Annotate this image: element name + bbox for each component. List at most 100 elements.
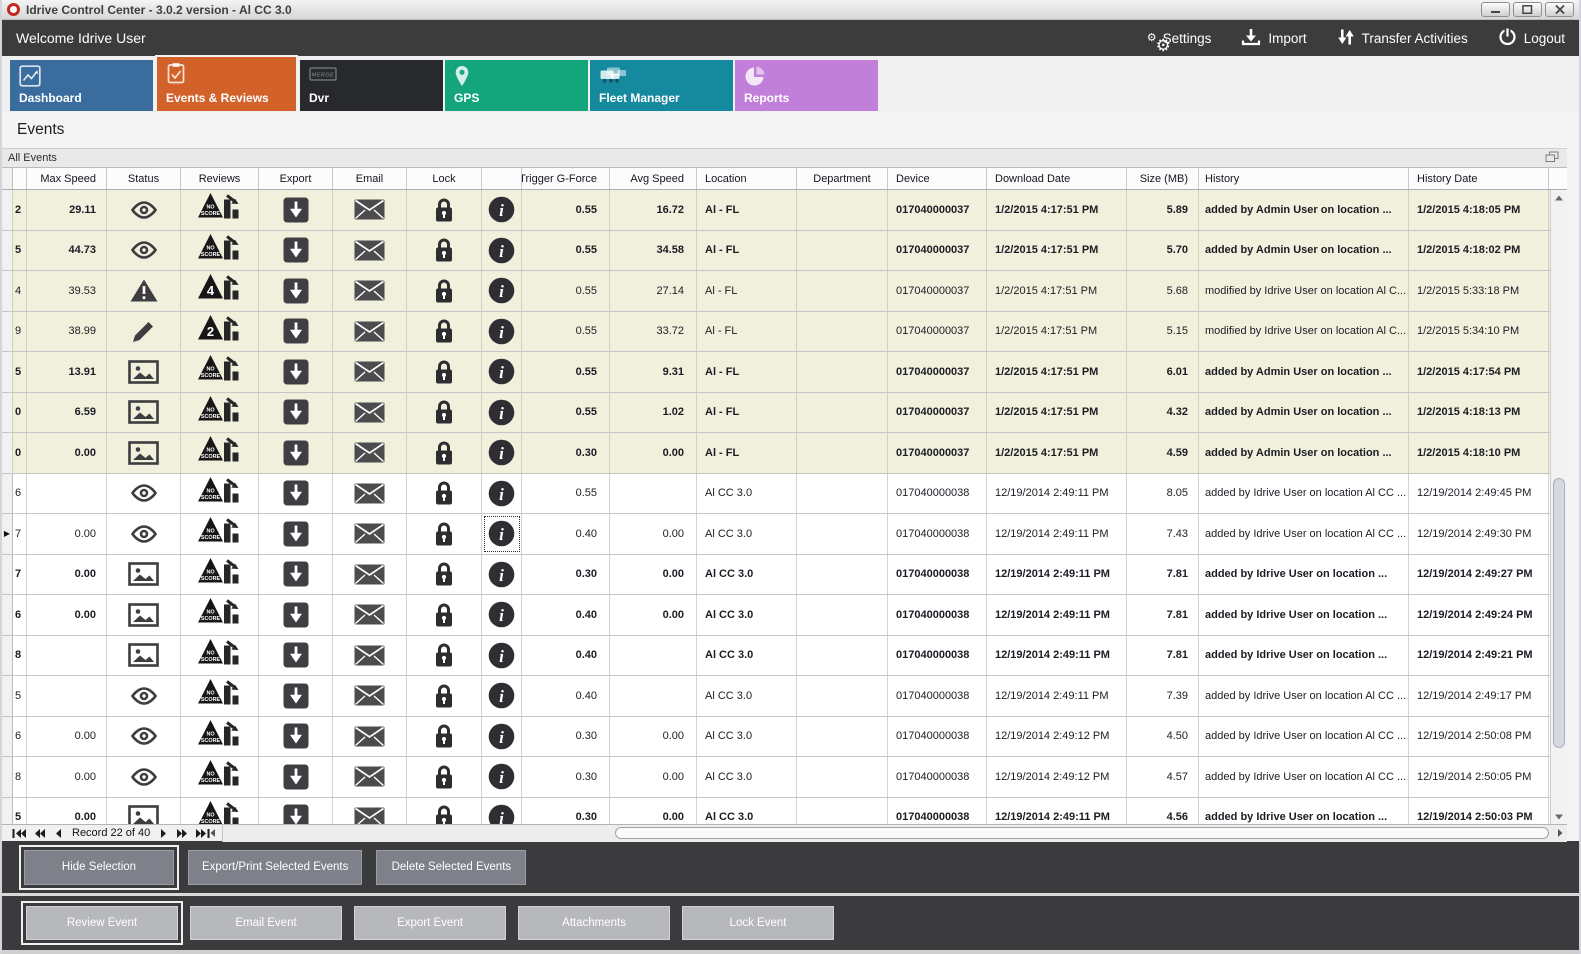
column-header-avg-speed[interactable]: Avg Speed (610, 168, 697, 189)
review-score-icon[interactable]: NO SCORE (181, 676, 259, 716)
export-event-icon[interactable] (259, 392, 333, 432)
info-icon[interactable]: i (482, 311, 522, 351)
email-event-icon[interactable] (333, 190, 407, 230)
prev-record-button[interactable] (50, 825, 66, 841)
tab-reports[interactable]: Reports (735, 60, 878, 111)
export-event-icon[interactable] (259, 271, 333, 311)
lock-event-icon[interactable] (407, 230, 482, 270)
info-icon[interactable]: i (482, 271, 522, 311)
review-score-icon[interactable]: NO SCORE (181, 797, 259, 824)
vertical-scroll-thumb[interactable] (1553, 478, 1565, 748)
export-event-icon[interactable] (259, 716, 333, 756)
column-header-location[interactable]: Location (697, 168, 797, 189)
export-event-icon[interactable] (259, 190, 333, 230)
review-score-icon[interactable]: NO SCORE (181, 473, 259, 513)
lock-event-icon[interactable] (407, 716, 482, 756)
email-event-icon[interactable] (333, 797, 407, 824)
review-score-icon[interactable]: NO SCORE (181, 190, 259, 230)
email-event-icon[interactable] (333, 757, 407, 797)
lock-event-icon[interactable] (407, 392, 482, 432)
email-event-icon[interactable] (333, 676, 407, 716)
table-row[interactable]: 0 6.59 NO SCORE i 0.55 1.02 Al - FL 017040000037… (2, 392, 1567, 433)
table-row[interactable]: 9 38.99 2 i 0.55 33.72 Al - FL 017040000037 1/2/… (2, 311, 1567, 352)
close-button[interactable] (1545, 2, 1574, 17)
vertical-scrollbar[interactable] (1550, 190, 1567, 824)
info-icon[interactable]: i (482, 190, 522, 230)
lock-event-icon[interactable] (407, 311, 482, 351)
info-icon[interactable]: i (482, 635, 522, 675)
image-status-icon[interactable] (107, 595, 181, 635)
horizontal-scroll-thumb[interactable] (615, 826, 1549, 839)
image-status-icon[interactable] (107, 433, 181, 473)
lock-event-icon[interactable] (407, 271, 482, 311)
info-icon[interactable]: i (482, 797, 522, 824)
info-icon[interactable]: i (482, 392, 522, 432)
info-icon[interactable]: i (482, 757, 522, 797)
lock-event-icon[interactable] (407, 514, 482, 554)
table-row[interactable]: 5 13.91 NO SCORE i 0.55 9.31 Al - FL 01704000003… (2, 352, 1567, 393)
top-action-settings[interactable]: ⚙ ⚙ Settings (1146, 30, 1212, 57)
info-icon[interactable]: i (482, 514, 522, 554)
lock-event-icon[interactable] (407, 635, 482, 675)
image-status-icon[interactable] (107, 635, 181, 675)
email-event-icon[interactable] (333, 716, 407, 756)
review-score-icon[interactable]: NO SCORE (181, 635, 259, 675)
eye-status-icon[interactable] (107, 716, 181, 756)
export-event-icon[interactable] (259, 514, 333, 554)
email-event-icon[interactable] (333, 514, 407, 554)
lock-event-icon[interactable] (407, 554, 482, 594)
warning-status-icon[interactable] (107, 271, 181, 311)
tab-events-reviews[interactable]: Events & Reviews (155, 55, 298, 111)
table-row[interactable]: 5 0.00 NO SCORE i 0.30 0.00 Al CC 3.0 0170400000… (2, 797, 1567, 824)
hide-selection-button[interactable]: Hide Selection (19, 844, 179, 890)
lock-event-button[interactable]: Lock Event (682, 906, 834, 940)
attachments-button[interactable]: Attachments (518, 906, 670, 940)
column-header-lock[interactable]: Lock (407, 168, 482, 189)
info-icon[interactable]: i (482, 230, 522, 270)
column-header-size-mb[interactable]: Size (MB) (1127, 168, 1199, 189)
column-header-reviews[interactable]: Reviews (181, 168, 259, 189)
column-header-history-date[interactable]: History Date (1409, 168, 1549, 189)
eye-status-icon[interactable] (107, 473, 181, 513)
info-icon[interactable]: i (482, 433, 522, 473)
pencil-status-icon[interactable] (107, 311, 181, 351)
lock-event-icon[interactable] (407, 797, 482, 824)
image-status-icon[interactable] (107, 392, 181, 432)
review-score-icon[interactable]: 4 (181, 271, 259, 311)
export-event-icon[interactable] (259, 433, 333, 473)
email-event-icon[interactable] (333, 230, 407, 270)
column-header-device[interactable]: Device (888, 168, 987, 189)
lock-event-icon[interactable] (407, 433, 482, 473)
scroll-left-icon[interactable] (205, 825, 220, 842)
tab-dvr[interactable]: MERGE Dvr (300, 60, 443, 111)
info-icon[interactable]: i (482, 595, 522, 635)
eye-status-icon[interactable] (107, 757, 181, 797)
table-row[interactable]: 8 0.00 NO SCORE i 0.30 0.00 Al CC 3.0 0170400000… (2, 757, 1567, 798)
email-event-icon[interactable] (333, 311, 407, 351)
column-header-max-speed[interactable]: Max Speed (27, 168, 107, 189)
column-header-history[interactable]: History (1199, 168, 1409, 189)
export-event-button[interactable]: Export Event (354, 906, 506, 940)
info-icon[interactable]: i (482, 473, 522, 513)
review-score-icon[interactable]: NO SCORE (181, 392, 259, 432)
email-event-button[interactable]: Email Event (190, 906, 342, 940)
minimize-button[interactable] (1481, 2, 1510, 17)
lock-event-icon[interactable] (407, 757, 482, 797)
first-record-button[interactable] (8, 825, 30, 841)
review-score-icon[interactable]: NO SCORE (181, 554, 259, 594)
export-print-selected-events-button[interactable]: Export/Print Selected Events (188, 849, 363, 885)
info-icon[interactable]: i (482, 352, 522, 392)
table-row[interactable]: 6 0.00 NO SCORE i 0.30 0.00 Al CC 3.0 0170400000… (2, 716, 1567, 757)
tab-dashboard[interactable]: Dashboard (10, 60, 153, 111)
export-event-icon[interactable] (259, 676, 333, 716)
email-event-icon[interactable] (333, 635, 407, 675)
horizontal-scrollbar[interactable] (210, 824, 1567, 842)
review-score-icon[interactable]: NO SCORE (181, 514, 259, 554)
eye-status-icon[interactable] (107, 514, 181, 554)
email-event-icon[interactable] (333, 271, 407, 311)
email-event-icon[interactable] (333, 554, 407, 594)
image-status-icon[interactable] (107, 797, 181, 824)
scroll-up-icon[interactable] (1551, 190, 1567, 205)
column-header-trigger-g-force[interactable]: Trigger G-Force (522, 168, 610, 189)
email-event-icon[interactable] (333, 392, 407, 432)
